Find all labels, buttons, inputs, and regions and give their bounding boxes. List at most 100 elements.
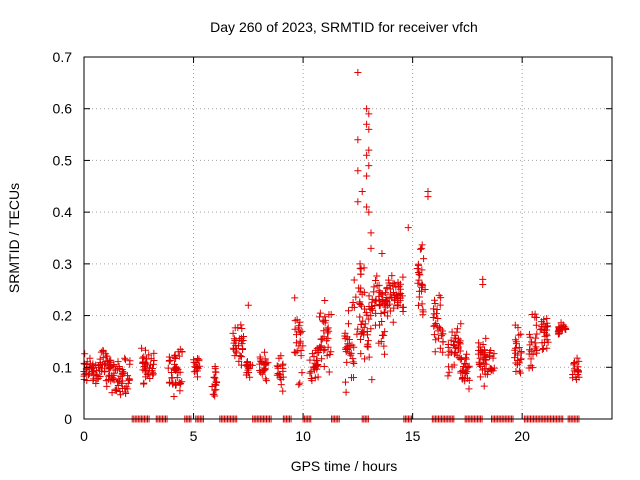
data-point <box>526 341 534 349</box>
data-point <box>446 347 454 355</box>
data-point <box>261 366 269 374</box>
data-point <box>356 260 364 268</box>
data-point <box>462 354 470 362</box>
data-point <box>350 359 358 367</box>
data-point <box>192 363 200 371</box>
data-point <box>541 323 549 331</box>
data-point <box>365 292 373 300</box>
data-point <box>261 355 269 363</box>
data-point <box>357 350 365 358</box>
data-point <box>392 291 400 299</box>
y-tick-label: 0 <box>64 411 72 427</box>
data-point <box>415 261 423 269</box>
data-point <box>361 355 369 363</box>
data-point <box>306 369 314 377</box>
y-tick-label: 0.7 <box>53 49 73 65</box>
data-point <box>345 307 353 315</box>
data-point <box>121 356 129 364</box>
data-point <box>149 370 157 378</box>
data-point <box>378 250 386 258</box>
data-point <box>462 355 470 363</box>
data-point <box>384 312 392 320</box>
y-tick-label: 0.1 <box>53 359 73 375</box>
data-point <box>450 342 458 350</box>
data-point <box>433 305 441 313</box>
data-point <box>418 241 426 249</box>
data-point <box>380 342 388 350</box>
data-point <box>297 329 305 337</box>
data-point <box>212 378 220 386</box>
data-point <box>262 375 270 383</box>
data-point <box>511 336 519 344</box>
data-point <box>354 69 362 77</box>
data-point <box>367 229 375 237</box>
data-point <box>386 300 394 308</box>
data-point <box>212 386 220 394</box>
data-point <box>557 324 565 332</box>
data-point <box>147 361 155 369</box>
data-point <box>164 364 172 372</box>
data-point <box>324 343 332 351</box>
data-point <box>140 379 148 387</box>
data-point <box>417 244 425 252</box>
data-point <box>325 327 333 335</box>
data-point <box>119 369 127 377</box>
data-point <box>273 371 281 379</box>
data-point <box>364 340 372 348</box>
data-point <box>480 382 488 390</box>
data-point <box>359 328 367 336</box>
data-point <box>525 350 533 358</box>
x-axis-label: GPS time / hours <box>291 458 398 474</box>
data-point <box>315 349 323 357</box>
data-point <box>308 350 316 358</box>
data-point <box>103 352 111 360</box>
data-point <box>353 330 361 338</box>
y-tick-label: 0.6 <box>53 101 73 117</box>
data-point <box>575 373 583 381</box>
data-point <box>279 367 287 375</box>
data-point <box>290 348 298 356</box>
data-point <box>357 335 365 343</box>
data-point <box>517 348 525 356</box>
data-point <box>122 383 130 391</box>
data-point <box>532 321 540 329</box>
data-point <box>292 349 300 357</box>
data-point <box>452 334 460 342</box>
data-point <box>536 326 544 334</box>
data-point <box>554 328 562 336</box>
data-point <box>342 345 350 353</box>
chart-title: Day 260 of 2023, SRMTID for receiver vfc… <box>210 19 478 35</box>
data-point <box>438 332 446 340</box>
data-point <box>361 320 369 328</box>
data-point <box>148 367 156 375</box>
data-point <box>414 301 422 309</box>
data-point <box>210 373 218 381</box>
data-point <box>243 359 251 367</box>
data-point <box>99 347 107 355</box>
data-point <box>117 391 125 399</box>
data-point <box>81 360 89 368</box>
data-point <box>291 294 299 302</box>
data-point <box>459 367 467 375</box>
data-point <box>291 325 299 333</box>
data-point <box>171 365 179 373</box>
data-point <box>429 305 437 313</box>
data-point <box>457 320 465 328</box>
data-point <box>528 338 536 346</box>
data-point <box>517 356 525 364</box>
data-point <box>373 282 381 290</box>
data-point <box>165 353 173 361</box>
data-point <box>528 364 536 372</box>
data-point <box>363 172 371 180</box>
data-point <box>107 377 115 385</box>
data-point <box>393 302 401 310</box>
data-point <box>354 167 362 175</box>
data-point <box>341 335 349 343</box>
data-point <box>436 344 444 352</box>
data-point <box>211 374 219 382</box>
x-tick-label: 0 <box>80 428 88 444</box>
data-point <box>433 310 441 318</box>
data-point <box>367 244 375 252</box>
data-point <box>96 372 104 380</box>
